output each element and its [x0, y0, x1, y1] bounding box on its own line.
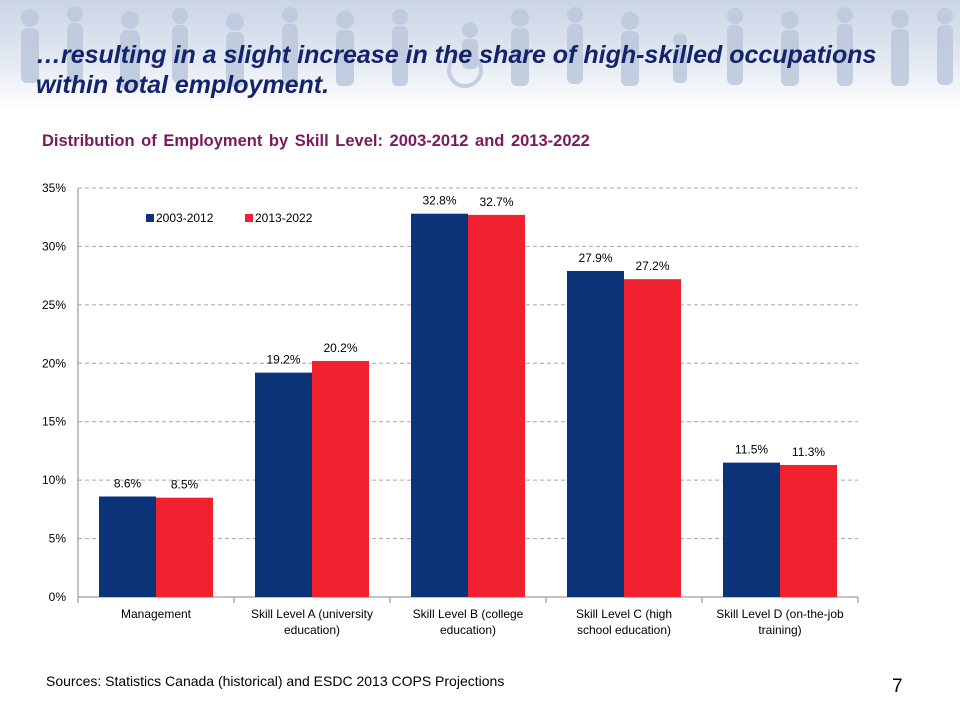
bar	[411, 213, 468, 598]
slide-title: …resulting in a slight increase in the s…	[36, 41, 877, 99]
people-silhouettes-decoration	[21, 6, 953, 90]
data-label: 19.2%	[266, 353, 300, 367]
bar	[99, 496, 156, 597]
legend-swatch	[245, 214, 253, 222]
chart-title: Distribution of Employment by Skill Leve…	[42, 132, 590, 150]
x-tick-label: Management	[121, 607, 192, 621]
data-label: 20.2%	[323, 341, 357, 355]
data-label: 11.3%	[792, 445, 825, 459]
bar	[567, 270, 624, 597]
data-label: 11.5%	[735, 443, 768, 457]
header-banner	[0, 0, 960, 110]
y-tick-label: 25%	[42, 298, 66, 312]
data-label: 27.9%	[578, 251, 612, 265]
bar	[780, 464, 837, 597]
source-note: Sources: Statistics Canada (historical) …	[46, 673, 505, 689]
bar	[468, 214, 525, 597]
data-label: 27.2%	[635, 259, 669, 273]
y-tick-label: 20%	[42, 356, 66, 370]
legend-label: 2003-2012	[156, 211, 214, 225]
legend-swatch	[146, 214, 154, 222]
data-label: 8.5%	[171, 478, 199, 492]
x-tick-label: Skill Level D (on-the-job training)	[716, 607, 844, 637]
y-tick-label: 30%	[42, 239, 66, 253]
legend-label: 2013-2022	[255, 211, 313, 225]
data-label: 8.6%	[114, 477, 142, 491]
bar	[624, 279, 681, 597]
y-tick-label: 15%	[42, 415, 66, 429]
x-tick-label: Skill Level B (college education)	[413, 607, 524, 637]
y-tick-label: 10%	[42, 473, 66, 487]
bar-chart: 0% 5% 10% 15% 20% 25% 30% 35% 8.6% 8.5% Management…	[42, 181, 859, 637]
bar	[156, 497, 213, 597]
y-tick-label: 35%	[42, 181, 66, 195]
y-tick-label: 0%	[49, 590, 67, 604]
bar	[312, 360, 369, 597]
x-tick-label: Skill Level A (university education)	[251, 607, 373, 637]
data-label: 32.7%	[479, 195, 513, 209]
data-label: 32.8%	[422, 194, 456, 208]
x-tick-label: Skill Level C (high school education)	[576, 607, 672, 637]
bar	[723, 462, 780, 597]
bar	[255, 372, 312, 597]
page-number: 7	[892, 676, 903, 697]
y-tick-label: 5%	[49, 532, 67, 546]
